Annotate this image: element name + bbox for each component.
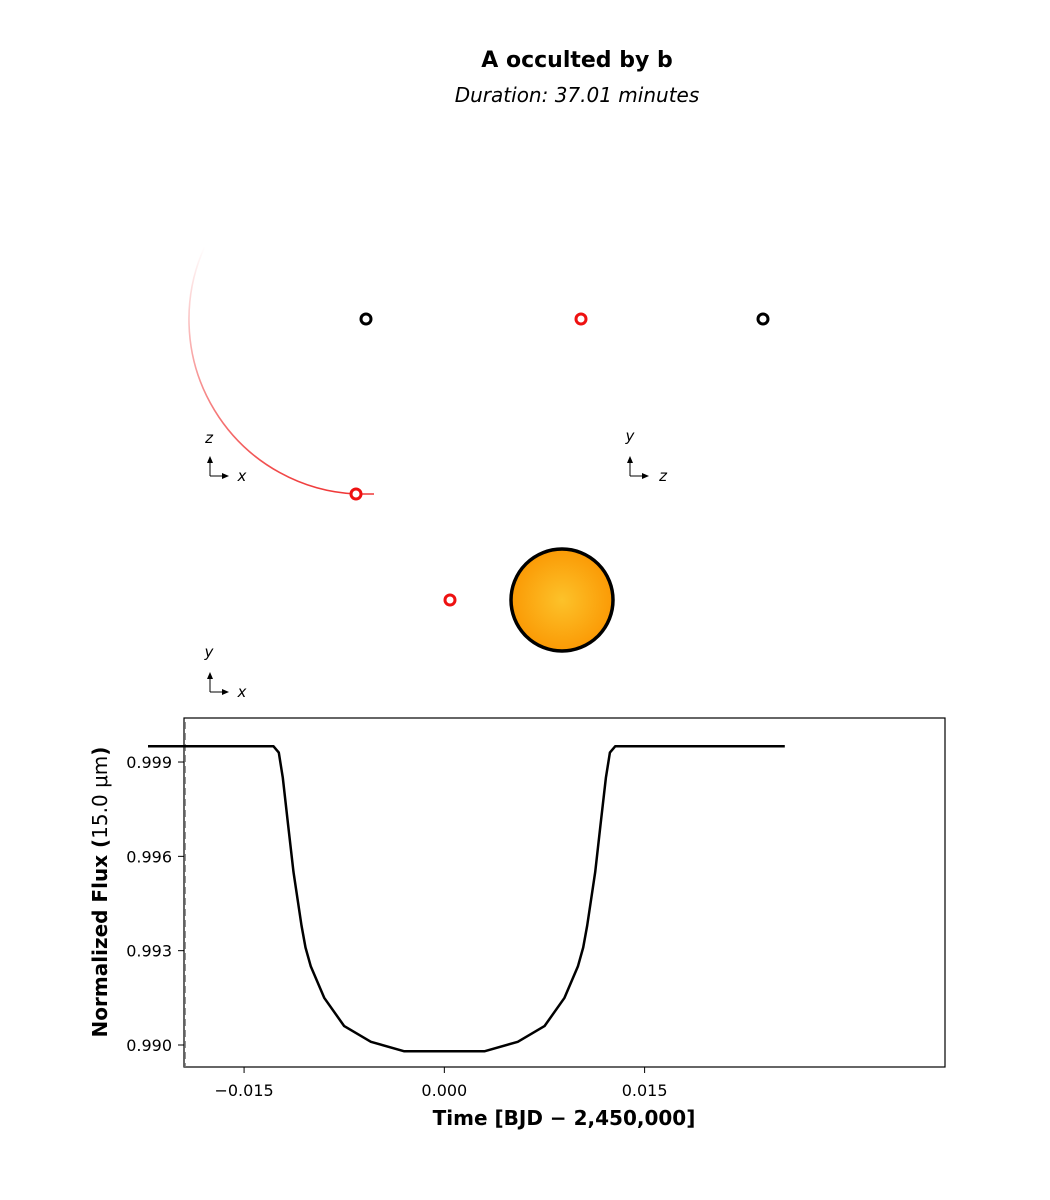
- star-marker-xz: [359, 312, 373, 326]
- figure-subtitle: Duration: 37.01 minutes: [455, 83, 700, 107]
- axis-indicator-zy: y z: [625, 427, 669, 485]
- axis-indicator-xz: z x: [204, 429, 246, 485]
- axis-indicator-xy: y x: [204, 643, 247, 701]
- orbit-view-xy: y x: [204, 547, 615, 701]
- axis-label-xy-vertical: y: [204, 643, 215, 661]
- y-axis-label-math: 15.0 μm: [88, 756, 112, 839]
- y-tick-label: 0.999: [126, 753, 172, 772]
- x-tick-label: −0.015: [214, 1081, 273, 1100]
- planet-marker-xy: [443, 593, 457, 607]
- star-disk: [509, 547, 615, 653]
- plot-frame: [183, 717, 946, 1068]
- x-tick-label: 0.015: [622, 1081, 668, 1100]
- axis-label-zy-horizontal: z: [658, 467, 668, 485]
- series-line-flux: [148, 745, 785, 1053]
- y-tick-label: 0.993: [126, 942, 172, 961]
- x-axis-label: Time [BJD − 2,450,000]: [433, 1106, 696, 1130]
- x-tick-label: 0.000: [421, 1081, 467, 1100]
- star-marker-zy: [756, 312, 770, 326]
- orbit-view-zy: y z: [574, 312, 840, 485]
- light-curve-chart: −0.015 0.000 0.015 0.999 0.996 0.993 0.990 Ti…: [88, 717, 946, 1130]
- axis-label-xy-horizontal: x: [237, 683, 247, 701]
- x-axis-ticks: −0.015 0.000 0.015: [214, 1067, 668, 1100]
- y-tick-label: 0.996: [126, 847, 172, 866]
- y-axis-label-close: ): [88, 747, 112, 756]
- y-tick-label: 0.990: [126, 1036, 172, 1055]
- planet-marker-xz: [349, 487, 363, 501]
- y-axis-ticks: 0.999 0.996 0.993 0.990: [126, 753, 184, 1055]
- figure-title: A occulted by b: [481, 48, 672, 73]
- axis-label-xz-vertical: z: [204, 429, 214, 447]
- orbit-trail-xz: [188, 245, 374, 495]
- axis-label-zy-vertical: y: [625, 427, 636, 445]
- planet-marker-zy: [574, 312, 588, 326]
- orbit-view-xz: z x: [188, 245, 374, 501]
- y-axis-label: Normalized Flux (15.0 μm): [88, 747, 112, 1038]
- y-axis-label-bold: Normalized Flux (: [88, 839, 112, 1038]
- axis-label-xz-horizontal: x: [237, 467, 247, 485]
